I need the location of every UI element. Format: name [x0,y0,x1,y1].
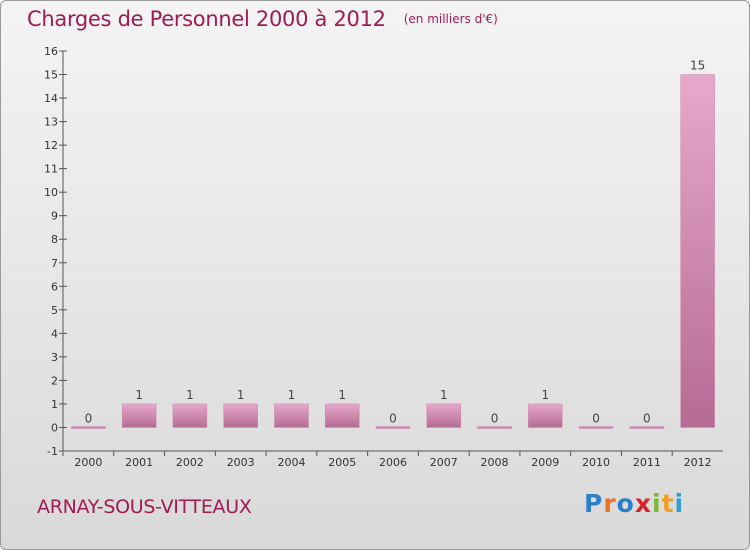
data-label-2010: 0 [592,411,600,425]
x-tick-label: 2002 [176,456,204,469]
logo-letter: x [634,489,652,518]
y-tick-label: 14 [44,92,58,105]
logo-letter: o [616,489,635,518]
data-label-2002: 1 [186,388,194,402]
location-name: ARNAY-SOUS-VITTEAUX [37,496,252,518]
title-block: Charges de Personnel 2000 à 2012 (en mill… [27,7,498,31]
data-label-2009: 1 [541,388,549,402]
x-tick-label: 2010 [582,456,610,469]
y-tick-label: 8 [51,233,58,246]
x-tick-label: 2000 [74,456,102,469]
bar-2012 [680,74,715,428]
bar-layer [71,74,715,429]
bar-2009 [528,403,563,428]
data-label-2008: 0 [491,411,499,425]
bar-2010 [578,426,614,429]
x-tick-label: 2001 [125,456,153,469]
y-tick-label: 0 [51,421,58,434]
y-tick-label: 4 [51,327,58,340]
x-tick-label: 2011 [633,456,661,469]
y-tick-label: 9 [51,210,58,223]
x-tick-label: 2006 [379,456,407,469]
y-tick-label: 3 [51,351,58,364]
y-tick-label: 6 [51,280,58,293]
x-tick-label: 2009 [531,456,559,469]
bar-2011 [629,426,665,429]
chart-title: Charges de Personnel 2000 à 2012 [27,7,386,31]
y-tick-label: 10 [44,186,58,199]
bar-2000 [71,426,106,429]
data-label-2011: 0 [643,411,651,425]
bar-2004 [274,403,309,428]
label-layer: 0 1 1 1 1 1 0 1 0 1 0 0 15 [85,59,706,426]
data-label-2005: 1 [338,388,346,402]
bar-2008 [477,426,512,429]
bar-2002 [172,403,208,428]
x-tick-label: 2004 [277,456,305,469]
y-tick-label: 7 [51,257,58,270]
logo-letter: P [584,489,604,518]
chart-subtitle: (en milliers d'€) [403,12,498,26]
data-label-2003: 1 [237,388,245,402]
y-tick-label: 5 [51,304,58,317]
data-label-2004: 1 [288,388,296,402]
logo-letter: t [661,489,675,518]
y-tick-label: 2 [51,374,58,387]
logo-letter: i [652,489,662,518]
y-tick-label: 13 [44,116,58,129]
bar-2001 [121,403,157,428]
data-label-2007: 1 [440,388,448,402]
x-tick-label: 2003 [227,456,255,469]
y-tick-label: 12 [44,139,58,152]
bar-2006 [375,426,411,429]
proxiti-logo[interactable]: Proxiti [584,489,684,518]
y-tick-label: 1 [51,398,58,411]
data-label-2006: 0 [389,411,397,425]
logo-letter: i [674,489,685,518]
data-label-2001: 1 [135,388,143,402]
y-tick-label: 11 [44,163,58,176]
y-tick-label: 16 [44,45,58,58]
y-tick-label: 15 [44,69,58,82]
bar-2005 [324,403,360,428]
x-tick-label: 2008 [481,456,509,469]
x-tick-label: 2007 [430,456,458,469]
logo-letter: r [603,489,617,518]
bar-2003 [223,403,258,428]
bar-2007 [426,403,462,428]
x-tick-label: 2005 [328,456,356,469]
data-label-2012: 15 [690,59,705,73]
x-tick-label: 2012 [684,456,712,469]
data-label-2000: 0 [85,411,93,425]
y-tick-label: -1 [47,445,58,458]
